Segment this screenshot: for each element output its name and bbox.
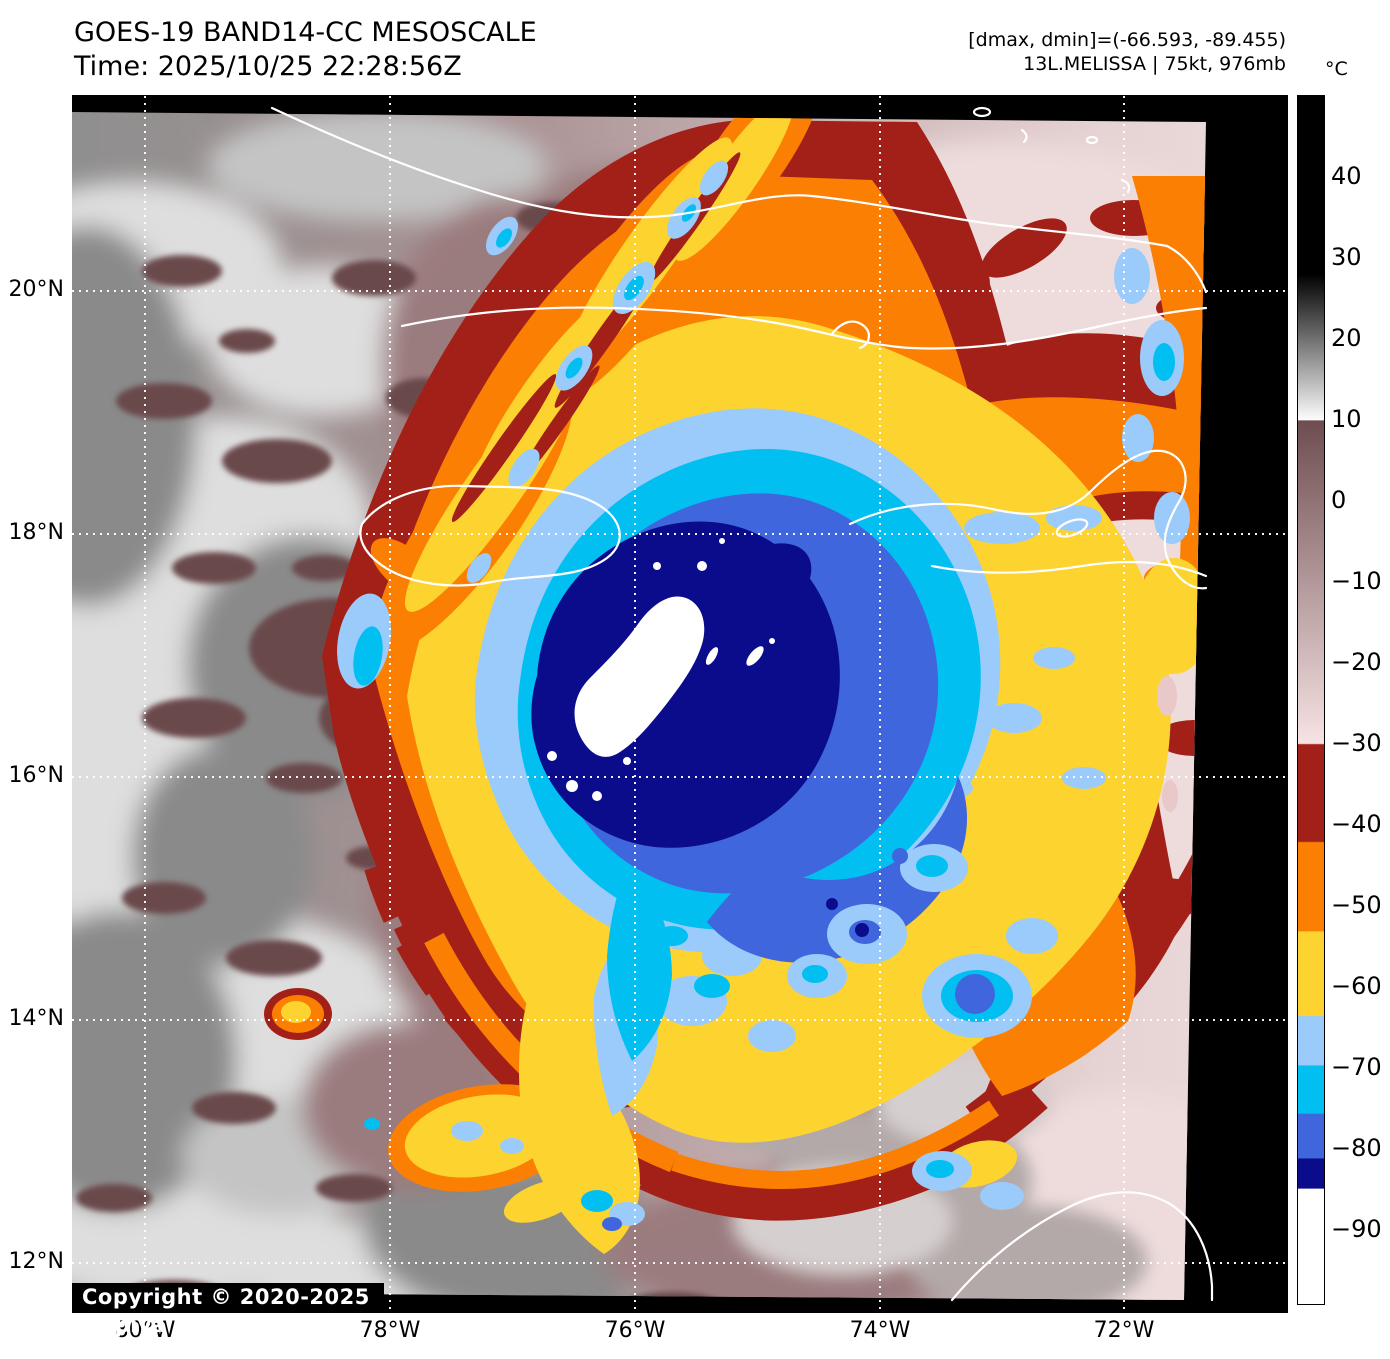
cuba-north-coast xyxy=(270,106,1169,248)
colorbar-unit-label: °C xyxy=(1325,58,1348,80)
satellite-image xyxy=(72,96,1288,1313)
coastlines xyxy=(270,106,1214,1302)
y-axis-label: 18°N xyxy=(8,520,64,545)
islet xyxy=(1085,135,1099,145)
colorbar-tick: −40 xyxy=(1331,810,1382,838)
islet xyxy=(972,106,992,118)
y-axis-label: 14°N xyxy=(8,1006,64,1031)
temperature-colorbar xyxy=(1297,95,1325,1305)
colorbar-tick: −10 xyxy=(1331,567,1382,595)
x-axis-label: 76°W xyxy=(604,1318,666,1343)
y-axis-label: 16°N xyxy=(8,763,64,788)
x-axis-label: 80°W xyxy=(100,1318,190,1344)
timestamp: Time: 2025/10/25 22:28:56Z xyxy=(74,51,462,82)
southeast-convective-cells xyxy=(364,844,1058,1231)
colorbar-tick: −20 xyxy=(1331,648,1382,676)
y-axis-label: 20°N xyxy=(8,277,64,302)
storm-id-intensity: 13L.MELISSA | 75kt, 976mb xyxy=(1023,53,1286,75)
page-title: GOES-19 BAND14-CC MESOSCALE xyxy=(74,17,537,48)
eyewall-navy-core xyxy=(531,521,840,848)
cuba-east-cape xyxy=(1165,244,1208,294)
hispaniola-south-coast xyxy=(930,560,1208,578)
colorbar-tick: 20 xyxy=(1331,324,1362,352)
x-axis-label: 78°W xyxy=(359,1318,421,1343)
colorbar-tick: 40 xyxy=(1331,162,1362,190)
storm-stats-block: [dmax, dmin]=(-66.593, -89.455) 13L.MELI… xyxy=(968,28,1286,76)
colorbar-tick: 30 xyxy=(1331,243,1362,271)
colorbar-tick: −70 xyxy=(1331,1053,1382,1081)
colorbar-tick: −30 xyxy=(1331,729,1382,757)
overshooting-top-white xyxy=(547,538,775,801)
guantanamo-bay xyxy=(830,320,870,350)
y-axis-label: 12°N xyxy=(8,1249,64,1274)
colorbar-tick: −60 xyxy=(1331,972,1382,1000)
colorbar-tick: −80 xyxy=(1331,1134,1382,1162)
colorbar-tick: −50 xyxy=(1331,891,1382,919)
colorbar-tick: 10 xyxy=(1331,405,1362,433)
islet xyxy=(1020,128,1028,144)
x-axis-label: 74°W xyxy=(849,1318,911,1343)
copyright-badge: Copyright © 2020-2025 Dapiya xyxy=(72,1283,384,1337)
pink-breaks xyxy=(1157,676,1178,812)
dmax-dmin-readout: [dmax, dmin]=(-66.593, -89.455) xyxy=(968,29,1286,51)
colorbar-tick: 0 xyxy=(1331,486,1347,514)
satellite-map xyxy=(72,95,1288,1313)
guajira-coast xyxy=(950,1191,1214,1302)
x-axis-label: 72°W xyxy=(1093,1318,1155,1343)
jamaica-coast xyxy=(359,484,621,587)
hispaniola-north-coast xyxy=(848,449,1208,590)
colorbar-tick: −90 xyxy=(1331,1215,1382,1243)
